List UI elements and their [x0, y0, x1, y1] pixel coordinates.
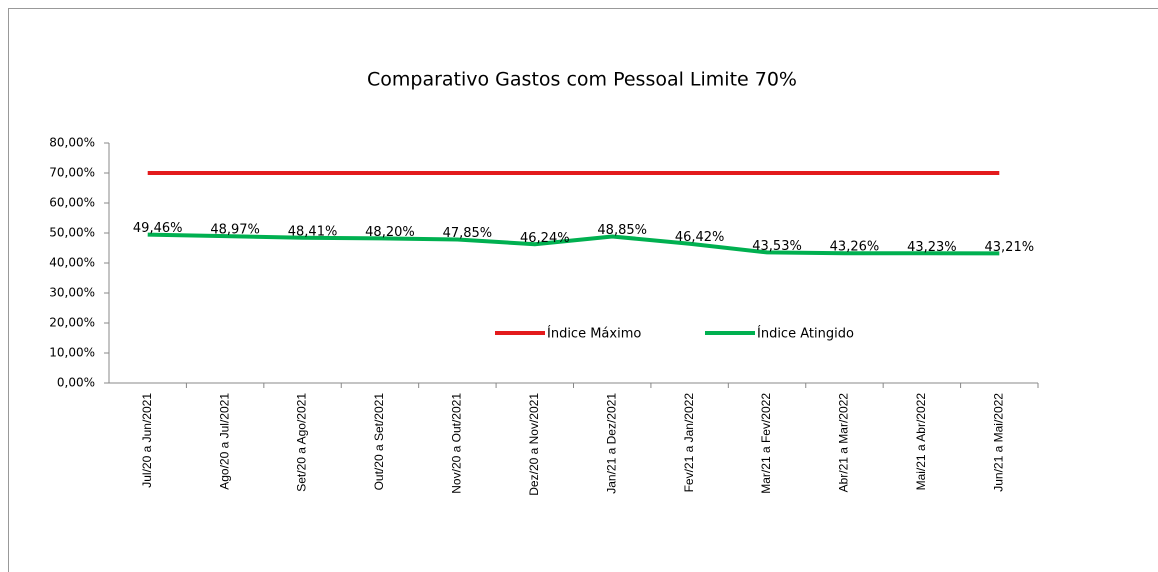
x-tick-label: Nov/20 a Out/2021 — [450, 393, 464, 494]
chart-border — [8, 8, 1158, 572]
y-tick-label: 40,00% — [49, 256, 95, 270]
x-tick-label: Set/20 a Ago/2021 — [295, 393, 309, 492]
x-tick-label: Dez/20 a Nov/2021 — [527, 393, 541, 496]
data-label: 46,42% — [675, 230, 725, 245]
x-tick-label: Mar/21 a Fev/2022 — [759, 393, 773, 494]
y-tick-label: 0,00% — [57, 376, 95, 390]
x-tick-label: Ago/20 a Jul/2021 — [217, 393, 231, 490]
x-tick-label: Abr/21 a Mar/2022 — [837, 393, 851, 493]
y-tick-label: 10,00% — [49, 346, 95, 360]
data-label: 48,85% — [597, 223, 647, 238]
chart-title: Comparativo Gastos com Pessoal Limite 70… — [367, 69, 797, 91]
data-label: 48,41% — [288, 224, 338, 239]
data-label: 43,23% — [907, 240, 957, 255]
data-label: 46,24% — [520, 231, 570, 246]
y-tick-label: 80,00% — [49, 136, 95, 150]
data-label: 48,97% — [210, 223, 260, 238]
x-tick-label: Mai/21 a Abr/2022 — [914, 393, 928, 491]
data-label: 43,53% — [752, 239, 802, 254]
data-label: 48,20% — [365, 225, 415, 240]
y-tick-label: 70,00% — [49, 166, 95, 180]
legend-label: Índice Atingido — [757, 326, 854, 342]
series-line — [147, 232, 1000, 256]
y-tick-label: 50,00% — [49, 226, 95, 240]
y-tick-label: 60,00% — [49, 196, 95, 210]
data-label: 43,26% — [830, 240, 880, 255]
data-label: 47,85% — [443, 226, 493, 241]
data-label: 43,21% — [985, 240, 1035, 255]
data-label: 49,46% — [133, 221, 183, 236]
x-tick-label: Fev/21 a Jan/2022 — [682, 393, 696, 493]
y-tick-label: 30,00% — [49, 286, 95, 300]
x-tick-label: Out/20 a Set/2021 — [372, 393, 386, 491]
legend-label: Índice Máximo — [547, 326, 641, 342]
x-tick-label: Jan/21 a Dez/2021 — [604, 393, 618, 494]
x-tick-label: Jul/20 a Jun/2021 — [140, 393, 154, 488]
x-tick-label: Jun/21 a Mai/2022 — [991, 393, 1005, 492]
y-tick-label: 20,00% — [49, 316, 95, 330]
